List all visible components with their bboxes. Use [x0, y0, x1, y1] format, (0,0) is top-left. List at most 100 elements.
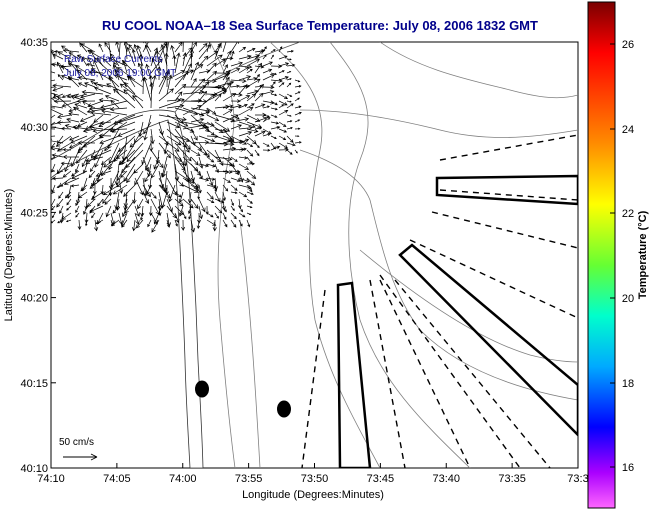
- current-vector: [230, 92, 243, 97]
- current-vector: [76, 149, 88, 164]
- current-vector: [230, 42, 239, 53]
- current-vector: [187, 205, 192, 215]
- current-vector: [254, 74, 260, 81]
- longitude-axis: 74:10 74:05 74:00 73:55 73:50 73:45 73:40 73:35…: [37, 463, 589, 485]
- current-vector: [95, 170, 112, 178]
- current-vector: [151, 57, 160, 74]
- current-vector: [286, 70, 292, 74]
- current-vector: [278, 100, 288, 106]
- current-vector: [121, 59, 136, 74]
- current-vector: [68, 52, 80, 60]
- current-vector: [100, 156, 112, 166]
- current-vector: [206, 90, 228, 102]
- lon-tick-label: 73:50: [301, 473, 329, 485]
- current-vector: [278, 147, 289, 152]
- current-vector: [148, 205, 153, 217]
- current-vector: [286, 103, 294, 109]
- current-vector: [230, 205, 235, 211]
- current-vector: [206, 114, 220, 122]
- current-vector: [51, 142, 56, 149]
- current-vector: [108, 57, 128, 67]
- current-vector: [262, 61, 273, 67]
- current-vector: [222, 191, 226, 202]
- current-vector: [56, 120, 72, 125]
- current-vector: [246, 128, 259, 133]
- current-vector: [164, 70, 170, 88]
- current-vector: [286, 49, 294, 53]
- current-vector: [206, 163, 216, 168]
- current-vector: [262, 148, 271, 152]
- current-vector: [270, 100, 278, 106]
- current-vector: [85, 219, 88, 227]
- current-vector: [230, 84, 240, 88]
- current-vector: [294, 127, 301, 130]
- current-vector: [190, 128, 198, 141]
- current-vector: [254, 92, 264, 102]
- current-vector: [110, 212, 116, 226]
- current-vector: [117, 42, 123, 60]
- current-vector: [158, 114, 187, 122]
- current-vector: [62, 48, 80, 53]
- current-vector: [88, 170, 96, 179]
- current-vector: [230, 184, 238, 191]
- current-vector: [126, 46, 136, 67]
- current-vector: [270, 135, 277, 140]
- current-vector: [278, 135, 287, 141]
- current-vector: [52, 212, 56, 219]
- current-vector: [155, 149, 161, 165]
- current-vector: [214, 121, 231, 132]
- current-vector: [157, 198, 163, 211]
- current-vector: [174, 121, 195, 133]
- current-vector: [86, 198, 96, 208]
- coastline: [51, 42, 204, 468]
- current-vector: [71, 170, 88, 180]
- current-vector: [262, 117, 271, 123]
- current-vector: [77, 219, 82, 231]
- lat-tick-label: 40:10: [20, 463, 48, 475]
- current-vector: [64, 156, 72, 173]
- current-vector: [143, 121, 152, 135]
- current-vector: [230, 156, 238, 162]
- current-vector: [132, 94, 144, 109]
- current-vector: [158, 135, 180, 152]
- current-vector: [86, 62, 96, 67]
- current-vector: [206, 128, 215, 136]
- current-vector: [214, 88, 227, 95]
- current-vector: [278, 109, 289, 116]
- y-axis-label: Latitude (Degrees:Minutes): [3, 189, 15, 322]
- current-vector: [90, 191, 104, 200]
- colorbar-tick-label: 16: [622, 462, 634, 474]
- current-vector: [178, 191, 184, 204]
- current-vector: [134, 205, 140, 217]
- current-vector: [66, 93, 80, 99]
- current-vector: [214, 212, 219, 219]
- current-vector: [66, 205, 72, 211]
- current-vector: [230, 114, 240, 120]
- current-vector: [102, 184, 120, 196]
- current-vector: [286, 78, 292, 81]
- current-vector: [90, 163, 96, 173]
- current-vector: [198, 135, 216, 143]
- current-vector: [126, 142, 144, 163]
- current-vector: [104, 94, 120, 102]
- current-vector: [214, 114, 236, 122]
- current-vector: [166, 219, 171, 228]
- current-vector: [91, 212, 96, 219]
- current-vector: [91, 177, 96, 187]
- current-vector: [246, 142, 254, 148]
- lon-tick-label: 73:35: [498, 473, 526, 485]
- current-vector: [206, 198, 215, 203]
- current-vector: [51, 71, 56, 74]
- current-vector: [222, 109, 233, 116]
- current-vector: [123, 42, 129, 60]
- current-vector: [270, 93, 278, 97]
- current-vector: [105, 205, 112, 218]
- current-vector: [246, 205, 253, 209]
- current-vector: [81, 156, 88, 168]
- colorbar-label: Temperature (°C): [637, 210, 649, 299]
- current-vector: [230, 117, 250, 123]
- current-vector: [51, 86, 56, 88]
- current-vector: [166, 128, 188, 148]
- current-vector: [55, 135, 72, 147]
- current-vector: [230, 78, 247, 84]
